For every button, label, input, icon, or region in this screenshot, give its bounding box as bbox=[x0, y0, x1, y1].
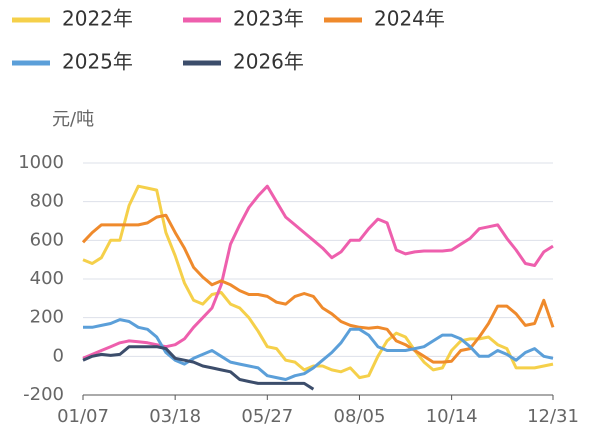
legend-label: 2023年 bbox=[233, 7, 304, 31]
y-axis-label: 元/吨 bbox=[52, 109, 94, 130]
y-tick-label: 0 bbox=[53, 345, 64, 366]
legend-label: 2024年 bbox=[374, 7, 445, 31]
series-line bbox=[82, 345, 315, 391]
y-tick-label: 800 bbox=[30, 191, 64, 212]
legend-label: 2026年 bbox=[233, 50, 304, 74]
x-tick-label: 08/05 bbox=[334, 406, 386, 427]
x-tick-label: 12/31 bbox=[527, 406, 579, 427]
x-tick-label: 01/07 bbox=[57, 406, 109, 427]
legend-label: 2022年 bbox=[62, 7, 133, 31]
series-line bbox=[82, 184, 554, 380]
x-tick-label: 05/27 bbox=[241, 406, 293, 427]
legend-label: 2025年 bbox=[62, 50, 133, 74]
series-line bbox=[83, 318, 554, 381]
y-tick-label: 400 bbox=[30, 268, 64, 289]
series-line bbox=[81, 213, 555, 364]
y-tick-label: -200 bbox=[23, 384, 64, 405]
y-tick-label: 200 bbox=[30, 307, 64, 328]
y-tick-label: 600 bbox=[30, 229, 64, 250]
x-tick-label: 10/14 bbox=[426, 406, 478, 427]
y-tick-label: 1000 bbox=[18, 152, 64, 173]
x-tick-label: 03/18 bbox=[149, 406, 201, 427]
